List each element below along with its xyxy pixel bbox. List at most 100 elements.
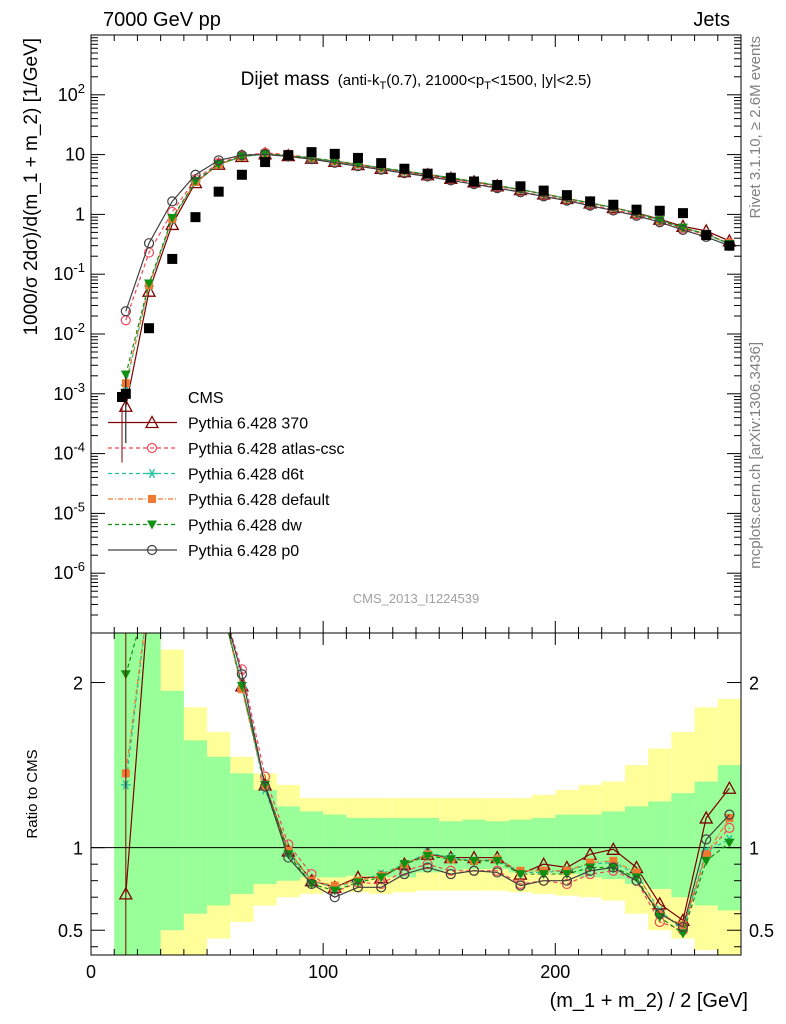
series-main-4 [120,149,735,380]
main-axes: 10-6 10-5 10-4 10-3 10-2 10-1 1 10 102 [53,35,742,634]
legend-label: Pythia 6.428 default [188,492,330,509]
series-point-ratio [283,850,294,860]
series-point-main [654,217,665,228]
series-point-ratio [538,875,549,886]
legend-item-series-2: Pythia 6.428 d6t [108,467,304,484]
series-main-3 [121,149,734,388]
series-point-ratio [585,865,596,876]
series-point-ratio [283,852,294,863]
legend-marker [146,442,158,454]
ratio-band-stat [601,811,625,880]
legend-label: Pythia 6.428 d6t [188,467,304,484]
legend-item-series-0: Pythia 6.428 370 [108,415,308,433]
series-point-ratio [585,863,596,873]
series-point-ratio [468,865,480,876]
series-point-ratio [702,850,711,859]
x-tick-label: 0 [86,962,96,982]
cms-point [631,204,642,215]
legend-item-series-4: Pythia 6.428 dw [108,518,302,535]
cms-point [515,181,526,192]
ratio-plot-area [91,633,741,955]
ratio-band-stat [183,740,208,914]
y-tick-label-main: 10 [65,145,85,165]
series-point-ratio [654,908,665,919]
series-ratio-4 [120,633,735,939]
legend-label: CMS [188,390,224,407]
ratio-axes: 0 100 200 0.5 0.5 1 1 2 2 [58,633,774,982]
cms-point [422,168,433,179]
ratio-band-stat [671,793,695,898]
series-point-ratio [422,862,433,873]
plot-title-detail: (anti-kT(0.7), 21000<pT<1500, |y|<2.5) [338,72,592,92]
series-point-ratio [515,880,526,891]
y-tick-label-ratio: 1 [73,839,83,859]
rivet-version: Rivet 3.1.10, ≥ 2.6M events [747,36,764,219]
ratio-band-stat [555,814,579,875]
cms-point [167,253,178,264]
series-point-ratio [724,822,735,833]
legend-marker [146,544,158,556]
legend-item-series-5: Pythia 6.428 p0 [108,543,299,560]
ratio-band-stat [624,806,649,884]
series-point-ratio [352,882,364,893]
series-point-main [167,214,178,224]
series-point-ratio [260,781,271,792]
plot-title-main: Dijet mass [241,69,330,90]
plot-title: Dijet mass (anti-kT(0.7), 21000<pT<1500,… [241,69,592,92]
cms-point [399,163,410,174]
legend-marker [117,392,127,402]
series-point-main [165,217,180,231]
legend-label: Pythia 6.428 p0 [188,543,299,560]
series-line-main [125,153,730,375]
series-point-ratio [399,860,410,870]
series-point-ratio [399,868,410,880]
series-point-ratio [376,873,387,883]
series-point-ratio [701,834,712,845]
series-point-main [120,306,131,317]
legend: CMS Pythia 6.428 370 Pythia 6.428 atlas-cs… [108,390,345,560]
y-tick-label-ratio-right: 0.5 [749,921,774,941]
series-point-ratio [492,867,503,878]
header-right: Jets [693,9,730,31]
ratio-band-stat [299,811,324,878]
cms-point [538,185,549,196]
series-point-ratio [609,856,618,865]
series-point-main [144,279,155,289]
legend-label: Pythia 6.428 dw [188,518,302,535]
mcplots-reference: mcplots.cern.ch [arXiv:1306.3436] [747,342,764,569]
cms-point [677,208,688,219]
series-point-ratio [538,870,549,880]
cms-point [701,230,712,241]
cms-point [236,169,247,180]
series-point-main [120,370,131,380]
ratio-band-stat [717,765,741,911]
series-point-ratio [677,929,688,939]
ratio-band-stat [253,789,277,884]
cms-point [445,172,456,183]
legend-item-cms: CMS [117,390,224,407]
y-tick-label-ratio-right: 1 [749,839,759,859]
y-tick-label-main: 10-3 [53,380,85,404]
y-tick-label-ratio: 0.5 [58,921,83,941]
y-tick-label-main: 10-1 [53,260,85,284]
series-point-ratio [699,810,714,824]
series-point-ratio [422,851,433,861]
series-point-main [677,224,689,236]
ratio-band-stat [648,801,672,889]
series-line-main [125,152,730,321]
series-point-ratio [329,892,340,903]
legend-item-series-3: Pythia 6.428 default [108,492,330,509]
series-point-ratio [561,875,572,886]
series-point-ratio [701,856,712,866]
cms-point [654,205,665,216]
series-point-ratio [677,921,689,933]
cms-point [469,176,480,187]
series-point-main [143,238,155,249]
ratio-band-stat [137,633,161,955]
y-tick-label-main: 10-6 [53,559,85,583]
y-tick-label-ratio: 2 [73,674,83,694]
series-main-0 [118,146,737,412]
cms-point [724,240,735,251]
series-point-ratio [306,878,317,890]
